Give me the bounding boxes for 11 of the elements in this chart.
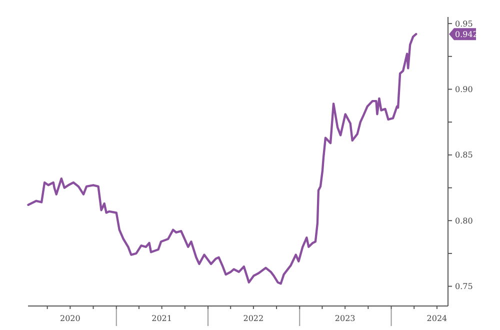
x-tick-label: 2023: [334, 314, 356, 323]
y-tick-label: 0.90: [455, 85, 473, 94]
x-tick-label: 2021: [152, 314, 172, 323]
line-series: [27, 32, 418, 285]
x-tick-label: 2020: [60, 314, 80, 323]
x-tick-label: 2022: [243, 314, 264, 323]
y-tick-label: 0.75: [455, 282, 473, 292]
x-tick-label: 2024: [426, 314, 448, 323]
y-tick-label: 0.85: [455, 150, 473, 160]
y-tick-label: 0.95: [455, 19, 473, 28]
y-tick-label: 0.80: [455, 216, 473, 226]
